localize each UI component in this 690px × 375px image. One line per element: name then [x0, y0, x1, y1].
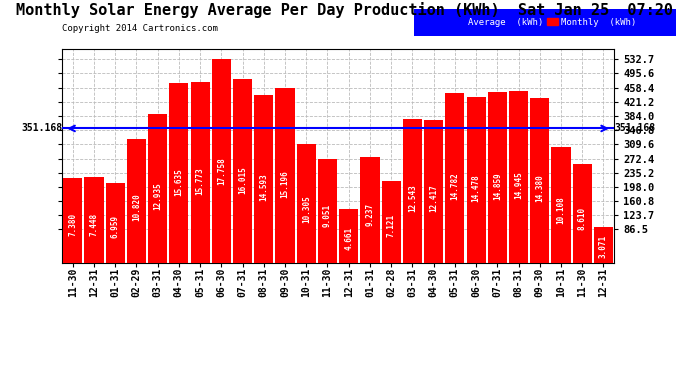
Bar [106, 183, 125, 262]
Text: 14.782: 14.782 [451, 172, 460, 200]
Bar [360, 157, 380, 262]
Text: 10.305: 10.305 [302, 195, 310, 223]
Bar [233, 79, 252, 262]
Text: 16.015: 16.015 [238, 166, 247, 194]
Bar [445, 93, 464, 262]
Bar [466, 97, 486, 262]
Bar [594, 227, 613, 262]
Text: 6.959: 6.959 [110, 215, 119, 238]
Bar [63, 178, 82, 262]
Text: 12.543: 12.543 [408, 184, 417, 212]
Legend: Average  (kWh), Monthly  (kWh): Average (kWh), Monthly (kWh) [452, 16, 638, 29]
Bar [382, 181, 401, 262]
Bar [275, 88, 295, 262]
Bar [488, 92, 507, 262]
Bar [318, 159, 337, 262]
Text: Copyright 2014 Cartronics.com: Copyright 2014 Cartronics.com [62, 24, 218, 33]
Text: 9.051: 9.051 [323, 204, 332, 227]
Bar [148, 114, 167, 262]
Text: 3.071: 3.071 [599, 235, 608, 258]
Text: 7.121: 7.121 [386, 214, 395, 237]
Bar [530, 98, 549, 262]
Bar [254, 95, 273, 262]
Bar [169, 84, 188, 262]
Text: 351.168: 351.168 [21, 123, 62, 134]
Text: 17.758: 17.758 [217, 157, 226, 185]
Text: 15.773: 15.773 [195, 167, 205, 195]
Text: 8.610: 8.610 [578, 207, 586, 230]
Bar [212, 59, 231, 262]
Text: 15.196: 15.196 [281, 170, 290, 198]
Bar [403, 119, 422, 262]
Text: 7.448: 7.448 [90, 213, 99, 236]
Text: 10.108: 10.108 [557, 196, 566, 224]
Bar [127, 139, 146, 262]
Text: 351.168: 351.168 [614, 123, 656, 134]
Text: 9.237: 9.237 [366, 203, 375, 226]
Text: 4.661: 4.661 [344, 227, 353, 250]
Bar [424, 120, 443, 262]
Bar [297, 144, 316, 262]
Text: 14.593: 14.593 [259, 173, 268, 201]
Text: 12.935: 12.935 [153, 182, 162, 210]
Bar [190, 82, 210, 262]
Bar [339, 209, 358, 262]
Text: Monthly Solar Energy Average Per Day Production (KWh)  Sat Jan 25  07:20: Monthly Solar Energy Average Per Day Pro… [17, 2, 673, 18]
Text: 15.635: 15.635 [175, 168, 184, 196]
Bar [509, 92, 528, 262]
Text: 12.417: 12.417 [429, 184, 438, 212]
Bar [573, 164, 592, 262]
Bar [84, 177, 103, 262]
Text: 10.820: 10.820 [132, 193, 141, 220]
Text: 14.478: 14.478 [471, 174, 481, 202]
Text: 14.380: 14.380 [535, 174, 544, 202]
Text: 14.945: 14.945 [514, 172, 523, 200]
Text: 14.859: 14.859 [493, 172, 502, 200]
Bar [551, 147, 571, 262]
Text: 7.380: 7.380 [68, 213, 77, 236]
